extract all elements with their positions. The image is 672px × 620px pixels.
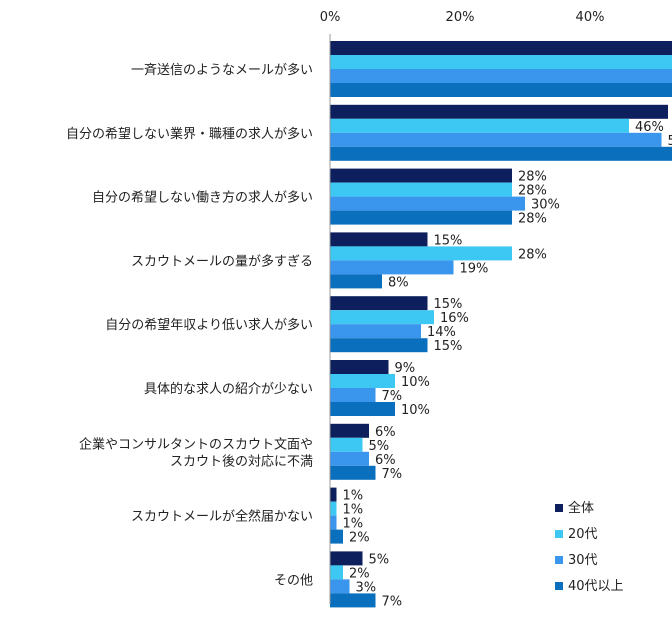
bar <box>330 246 512 261</box>
category-label: 自分の希望しない業界・職種の求人が多い <box>66 126 313 142</box>
legend-swatch <box>555 530 563 538</box>
x-tick-label: 20% <box>446 10 475 25</box>
bar <box>330 83 672 97</box>
bar <box>330 423 369 438</box>
bar-value-label: 28% <box>518 212 547 227</box>
bar-value-label: 28% <box>518 170 547 185</box>
category-label: 一斉送信のようなメールが多い <box>131 62 313 78</box>
bar <box>330 168 512 183</box>
bar <box>330 41 672 55</box>
bar <box>330 501 337 516</box>
bar-value-label: 15% <box>434 233 463 248</box>
x-tick-label: 0% <box>320 10 341 25</box>
bar-value-label: 6% <box>375 425 396 440</box>
bar <box>330 232 428 247</box>
bar <box>330 210 512 225</box>
category-labels: 一斉送信のようなメールが多い自分の希望しない業界・職種の求人が多い自分の希望しな… <box>66 62 313 588</box>
bar-value-label: 3% <box>356 580 377 595</box>
bar <box>330 515 337 530</box>
legend-swatch <box>555 582 563 590</box>
legend: 全体 20代 30代 40代以上 <box>555 500 624 594</box>
bar <box>330 465 376 480</box>
bar <box>330 529 343 544</box>
legend-swatch <box>555 504 563 512</box>
bar-value-label: 2% <box>349 531 370 546</box>
bar-value-label: 14% <box>427 325 456 340</box>
bar <box>330 196 525 211</box>
bar <box>330 132 662 147</box>
bar-value-label: 51% <box>668 134 672 149</box>
legend-label: 40代以上 <box>568 579 624 594</box>
bar <box>330 55 672 69</box>
category-label: スカウトメールの量が多すぎる <box>131 253 313 269</box>
bar-value-label: 7% <box>382 594 403 609</box>
bar-value-label: 10% <box>401 403 430 418</box>
bar-value-label: 7% <box>382 389 403 404</box>
bar-value-label: 15% <box>434 297 463 312</box>
category-label: 企業やコンサルタントのスカウト文面や <box>79 436 313 452</box>
legend-label: 全体 <box>568 500 594 516</box>
bar-value-label: 16% <box>440 311 469 326</box>
bar-value-label: 1% <box>343 489 364 504</box>
legend-label: 30代 <box>568 553 598 568</box>
bar-value-label: 5% <box>369 439 390 454</box>
bar <box>330 579 350 594</box>
bar-value-label: 28% <box>518 184 547 199</box>
bar-value-label: 28% <box>518 247 547 262</box>
bar <box>330 451 369 466</box>
bar-value-label: 7% <box>382 467 403 482</box>
bar <box>330 274 382 289</box>
x-axis-ticks: 0%20%40%60%80% <box>320 10 605 25</box>
bar <box>330 388 376 402</box>
bar <box>330 338 428 353</box>
bar <box>330 437 363 452</box>
category-label: 自分の希望年収より低い求人が多い <box>105 317 313 333</box>
bar-value-label: 5% <box>369 552 390 567</box>
bar <box>330 374 395 388</box>
bar <box>330 565 343 580</box>
bar <box>330 260 454 275</box>
bar-value-label: 15% <box>434 339 463 354</box>
bar-value-label: 10% <box>401 375 430 390</box>
bar-value-label: 30% <box>531 198 560 213</box>
value-labels: 59%64%62%56%52%46%51%55%28%28%30%28%15%2… <box>343 120 672 610</box>
bar <box>330 551 363 566</box>
bar-value-label: 9% <box>395 361 416 376</box>
legend-swatch <box>555 556 563 564</box>
bar <box>330 360 389 374</box>
category-label: スカウト後の対応に不満 <box>170 454 313 469</box>
category-label: その他 <box>274 573 313 588</box>
bar-value-label: 1% <box>343 517 364 532</box>
bar <box>330 487 337 502</box>
bar <box>330 69 672 83</box>
bar <box>330 324 421 339</box>
category-label: 自分の希望しない働き方の求人が多い <box>92 190 313 206</box>
bar <box>330 104 668 119</box>
bar-value-label: 8% <box>388 275 409 290</box>
bar <box>330 296 428 311</box>
bar-value-label: 46% <box>635 120 664 135</box>
category-label: スカウトメールが全然届かない <box>131 509 313 525</box>
bar <box>330 182 512 197</box>
bar-value-label: 1% <box>343 503 364 518</box>
legend-label: 20代 <box>568 527 598 542</box>
bar <box>330 146 672 161</box>
bar-value-label: 6% <box>375 453 396 468</box>
bar-value-label: 19% <box>460 261 489 276</box>
bar <box>330 402 395 416</box>
category-label: 具体的な求人の紹介が少ない <box>144 381 313 397</box>
bar <box>330 310 434 325</box>
x-tick-label: 40% <box>576 10 605 25</box>
bars <box>330 41 672 608</box>
bar <box>330 593 376 608</box>
bar <box>330 118 629 133</box>
bar-value-label: 2% <box>349 566 370 581</box>
